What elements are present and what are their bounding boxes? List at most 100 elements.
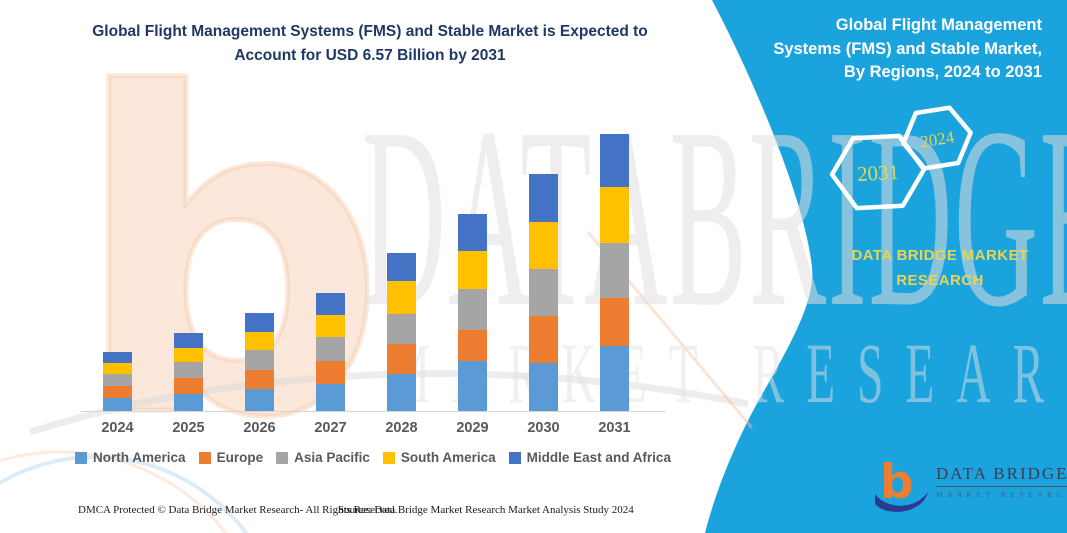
brand-name-text: DATA BRIDGE MARKET RESEARCH — [843, 243, 1037, 293]
legend-item-north-america: North America — [75, 450, 186, 465]
legend-swatch — [75, 451, 88, 464]
logo-name: DATA BRIDGE — [936, 464, 1067, 487]
hexagon-2024: 2024 — [901, 105, 973, 171]
bar-segment-south-america — [600, 187, 629, 243]
bar-2024 — [103, 351, 132, 411]
logo-swoosh — [875, 492, 928, 512]
hexagon-2031: 2031 — [829, 133, 927, 211]
bar-segment-middle-east-and-africa — [387, 252, 416, 282]
bar-segment-north-america — [458, 361, 487, 411]
bar-segment-middle-east-and-africa — [316, 292, 345, 316]
company-logo-text: DATA BRIDGE MARKET RESEARCH — [936, 452, 1067, 518]
legend-swatch — [198, 451, 211, 464]
bar-segment-europe — [174, 378, 203, 394]
chart-plot — [80, 128, 666, 412]
bar-segment-europe — [458, 329, 487, 362]
footer-source-text: Source: Data Bridge Market Research Mark… — [338, 504, 634, 516]
x-axis-label-2028: 2028 — [385, 420, 418, 436]
bar-segment-europe — [103, 386, 132, 399]
bar-segment-south-america — [103, 362, 132, 374]
x-axis-label-2029: 2029 — [456, 420, 489, 436]
bar-segment-south-america — [316, 315, 345, 338]
hexagon-2031-label: 2031 — [856, 160, 899, 186]
legend-swatch — [276, 451, 289, 464]
legend-label: South America — [400, 450, 496, 465]
bar-2031 — [600, 133, 629, 411]
bar-segment-middle-east-and-africa — [174, 332, 203, 348]
bar-2026 — [245, 312, 274, 411]
legend-swatch — [508, 451, 521, 464]
bar-2029 — [458, 213, 487, 411]
stacked-bar-chart: 2024 2025 2026 2027 2028 2029 2030 2031 North A… — [75, 128, 671, 478]
bar-segment-middle-east-and-africa — [458, 213, 487, 251]
bar-segment-north-america — [245, 389, 274, 411]
page-title-line1: Global Flight Management Systems (FMS) a… — [92, 23, 648, 40]
legend-item-south-america: South America — [382, 450, 496, 465]
page-title-line2: Account for USD 6.57 Billion by 2031 — [234, 47, 506, 64]
bar-segment-north-america — [529, 362, 558, 411]
company-logo: b DATA BRIDGE MARKET RESEARCH — [872, 452, 1067, 518]
bar-segment-south-america — [458, 250, 487, 290]
legend-item-asia-pacific: Asia Pacific — [276, 450, 370, 465]
bar-segment-north-america — [316, 384, 345, 411]
bar-segment-asia-pacific — [458, 289, 487, 330]
x-axis-label-2025: 2025 — [172, 420, 205, 436]
x-axis-label-2026: 2026 — [243, 420, 276, 436]
bar-segment-middle-east-and-africa — [600, 133, 629, 188]
bar-segment-asia-pacific — [174, 362, 203, 379]
page-title: Global Flight Management Systems (FMS) a… — [72, 20, 668, 68]
x-axis-label-2031: 2031 — [598, 420, 631, 436]
bar-segment-south-america — [529, 221, 558, 269]
side-panel-title: Global Flight Management Systems (FMS) a… — [752, 14, 1042, 85]
side-panel-title-line1: Global Flight Management — [835, 16, 1042, 34]
x-axis-label-2024: 2024 — [101, 420, 134, 436]
bar-segment-europe — [245, 369, 274, 390]
hexagon-2024-outline — [901, 105, 973, 171]
year-hexagons: 2031 2024 — [829, 105, 973, 211]
legend-label: North America — [93, 450, 186, 465]
logo-subtitle: MARKET RESEARCH — [936, 490, 1067, 499]
brand-name-line1: DATA BRIDGE MARKET — [851, 247, 1029, 264]
bar-segment-asia-pacific — [103, 373, 132, 387]
bar-segment-asia-pacific — [245, 349, 274, 370]
bar-segment-europe — [529, 316, 558, 363]
bar-segment-europe — [600, 298, 629, 346]
legend-item-europe: Europe — [198, 450, 264, 465]
legend-label: Middle East and Africa — [526, 450, 671, 465]
bar-segment-europe — [387, 344, 416, 375]
bar-2028 — [387, 252, 416, 411]
chart-legend: North America Europe Asia Pacific South Ame… — [75, 450, 671, 465]
bar-segment-north-america — [174, 393, 203, 411]
legend-item-middle-east-and-africa: Middle East and Africa — [508, 450, 671, 465]
bar-2027 — [316, 292, 345, 411]
bar-segment-north-america — [600, 345, 629, 411]
bar-segment-asia-pacific — [316, 337, 345, 362]
side-panel-title-line3: By Regions, 2024 to 2031 — [843, 63, 1042, 81]
logo-b-glyph: b — [880, 455, 914, 510]
bar-segment-middle-east-and-africa — [103, 351, 132, 363]
x-axis-label-2030: 2030 — [527, 420, 560, 436]
bar-segment-europe — [316, 361, 345, 384]
side-panel-title-line2: Systems (FMS) and Stable Market, — [773, 39, 1042, 58]
hexagon-2024-label: 2024 — [919, 127, 956, 151]
bar-segment-south-america — [174, 347, 203, 363]
bar-2030 — [529, 173, 558, 411]
bar-2025 — [174, 332, 203, 411]
x-axis-labels: 2024 2025 2026 2027 2028 2029 2030 2031 — [80, 420, 666, 440]
brand-name-line2: RESEARCH — [896, 272, 984, 289]
legend-label: Asia Pacific — [294, 450, 370, 465]
legend-swatch — [382, 451, 395, 464]
bar-segment-north-america — [387, 374, 416, 411]
bar-segment-middle-east-and-africa — [529, 173, 558, 222]
bar-segment-asia-pacific — [529, 268, 558, 317]
company-logo-mark: b — [875, 455, 928, 512]
bar-segment-asia-pacific — [387, 313, 416, 345]
blue-band-shape — [705, 0, 1067, 533]
x-axis-label-2027: 2027 — [314, 420, 347, 436]
bar-segment-north-america — [103, 398, 132, 411]
legend-label: Europe — [216, 450, 264, 465]
bar-segment-south-america — [387, 281, 416, 314]
bar-segment-south-america — [245, 331, 274, 350]
